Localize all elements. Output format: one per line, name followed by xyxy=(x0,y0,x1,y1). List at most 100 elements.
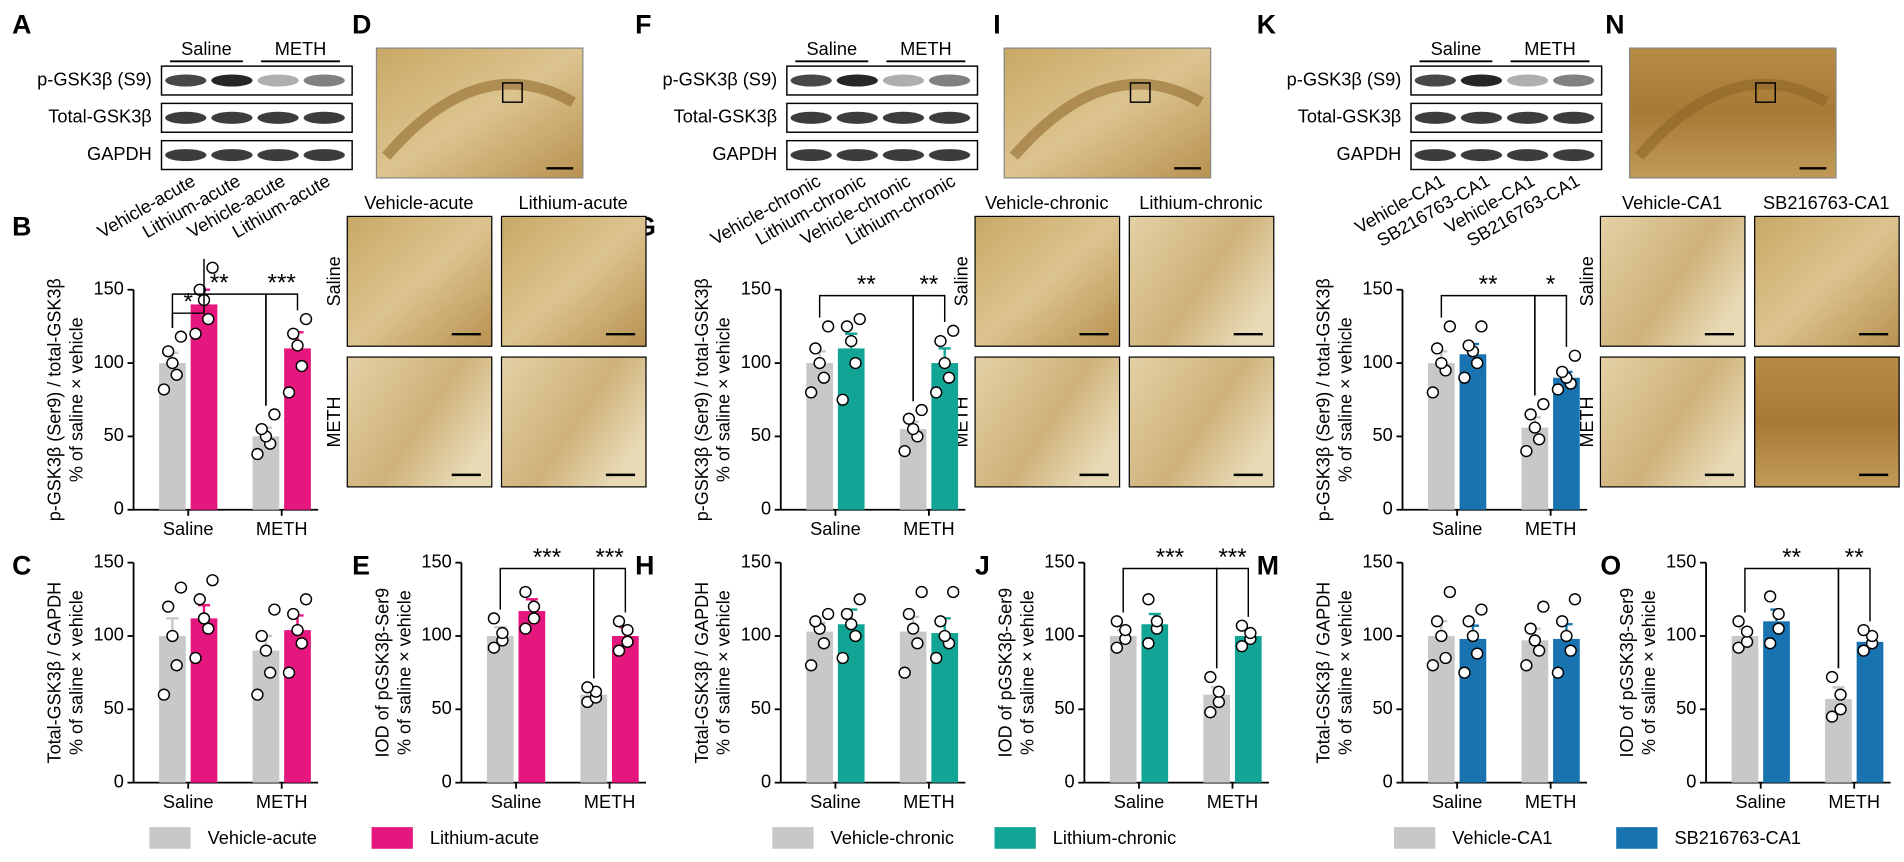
significance-label: *** xyxy=(533,544,562,571)
blot-row-label: Total-GSK3β xyxy=(1298,107,1402,127)
data-point xyxy=(1532,433,1546,446)
data-point xyxy=(251,447,264,461)
data-point xyxy=(934,334,947,348)
y-tick-label: 0 xyxy=(1383,771,1393,791)
data-point xyxy=(1555,615,1569,628)
data-point xyxy=(166,356,179,370)
significance-label: ** xyxy=(919,271,938,298)
blot-band xyxy=(211,111,253,124)
panel-letter: O xyxy=(1600,551,1621,581)
bar xyxy=(931,363,959,510)
blot-band xyxy=(1460,111,1503,124)
bar xyxy=(806,631,833,783)
bar xyxy=(1459,638,1487,783)
blot-band xyxy=(790,111,832,124)
data-point xyxy=(1772,622,1785,635)
data-point xyxy=(817,637,831,650)
blot-band xyxy=(836,111,878,124)
y-tick-label: 50 xyxy=(431,698,451,718)
overview-box xyxy=(1755,82,1777,103)
bar xyxy=(899,429,927,510)
y-tick-label: 100 xyxy=(741,352,771,372)
y-tick-label: 150 xyxy=(741,551,771,571)
significance-label: *** xyxy=(1156,544,1185,571)
data-point xyxy=(1740,625,1754,638)
bar xyxy=(1109,635,1137,783)
data-point xyxy=(1528,421,1542,434)
significance-bracket xyxy=(593,567,627,679)
data-point xyxy=(938,629,951,643)
data-point xyxy=(299,593,313,606)
micrograph xyxy=(346,356,493,488)
y-tick-label: 50 xyxy=(1676,698,1696,718)
micrograph xyxy=(1754,215,1900,347)
data-point xyxy=(170,659,183,672)
data-point xyxy=(1865,629,1879,643)
micrograph xyxy=(1599,356,1746,488)
micrograph xyxy=(1128,215,1275,347)
y-axis-label: p-GSK3β (Ser9) / total-GSK3β xyxy=(45,278,65,521)
blot-header: Saline xyxy=(1431,39,1482,59)
data-point xyxy=(845,334,858,348)
data-point xyxy=(166,629,179,643)
data-point xyxy=(938,356,951,370)
x-tick-label: METH xyxy=(1525,792,1577,812)
significance-bracket xyxy=(1440,294,1536,396)
data-point xyxy=(1204,706,1217,719)
blot-band xyxy=(257,111,299,124)
micrograph xyxy=(500,215,647,347)
data-point xyxy=(942,371,956,384)
panel-letter: A xyxy=(12,10,31,40)
blot-row-label: p-GSK3β (S9) xyxy=(1287,69,1402,89)
y-tick-label: 0 xyxy=(1686,771,1696,791)
bar xyxy=(1856,641,1884,783)
data-point xyxy=(906,422,920,436)
micrograph-row-label: Saline xyxy=(1577,256,1597,306)
panel-letter: D xyxy=(352,10,371,40)
data-point xyxy=(915,585,928,599)
data-point xyxy=(1763,590,1777,603)
panel-letter: J xyxy=(975,551,990,581)
micrograph-column-label: Vehicle-CA1 xyxy=(1622,193,1722,213)
data-point xyxy=(911,637,924,650)
y-axis-label: % of saline × vehicle xyxy=(714,317,734,482)
y-tick-label: 150 xyxy=(93,279,123,299)
blot-header: METH xyxy=(275,39,327,59)
data-point xyxy=(1520,444,1533,458)
y-axis-label: Total-GSK3β / GAPDH xyxy=(45,582,65,764)
data-point xyxy=(202,312,215,326)
data-point xyxy=(1524,408,1537,421)
data-point xyxy=(1462,339,1475,352)
y-tick-label: 50 xyxy=(751,698,771,718)
x-tick-label: Saline xyxy=(163,792,214,812)
data-point xyxy=(1466,629,1480,643)
data-point xyxy=(915,403,928,417)
data-point xyxy=(849,356,862,370)
significance-label: *** xyxy=(268,270,297,297)
y-tick-label: 100 xyxy=(1362,625,1392,645)
bar xyxy=(837,624,865,783)
blot-row-label: GAPDH xyxy=(712,144,777,164)
panel-letter: H xyxy=(635,551,654,581)
data-point xyxy=(902,412,916,425)
y-tick-label: 100 xyxy=(1666,625,1696,645)
blot-band xyxy=(1414,149,1456,162)
blot-band xyxy=(928,74,971,87)
legend-label: Vehicle-CA1 xyxy=(1452,828,1552,848)
data-point xyxy=(1212,695,1226,709)
data-point xyxy=(821,320,835,333)
data-point xyxy=(268,408,281,421)
significance-label: ** xyxy=(1845,544,1864,571)
blot-header: METH xyxy=(900,39,952,59)
y-tick-label: 100 xyxy=(1044,625,1074,645)
blot-row-label: p-GSK3β (S9) xyxy=(662,69,777,89)
data-point xyxy=(1857,623,1870,637)
blot-row-label: p-GSK3β (S9) xyxy=(37,69,152,89)
blot-band xyxy=(1506,74,1549,87)
data-point xyxy=(845,618,858,631)
overview-image xyxy=(1628,47,1837,179)
data-point xyxy=(291,339,304,352)
x-tick-label: Saline xyxy=(1432,792,1483,812)
micrograph xyxy=(1754,356,1900,488)
blot-band xyxy=(1506,149,1549,162)
